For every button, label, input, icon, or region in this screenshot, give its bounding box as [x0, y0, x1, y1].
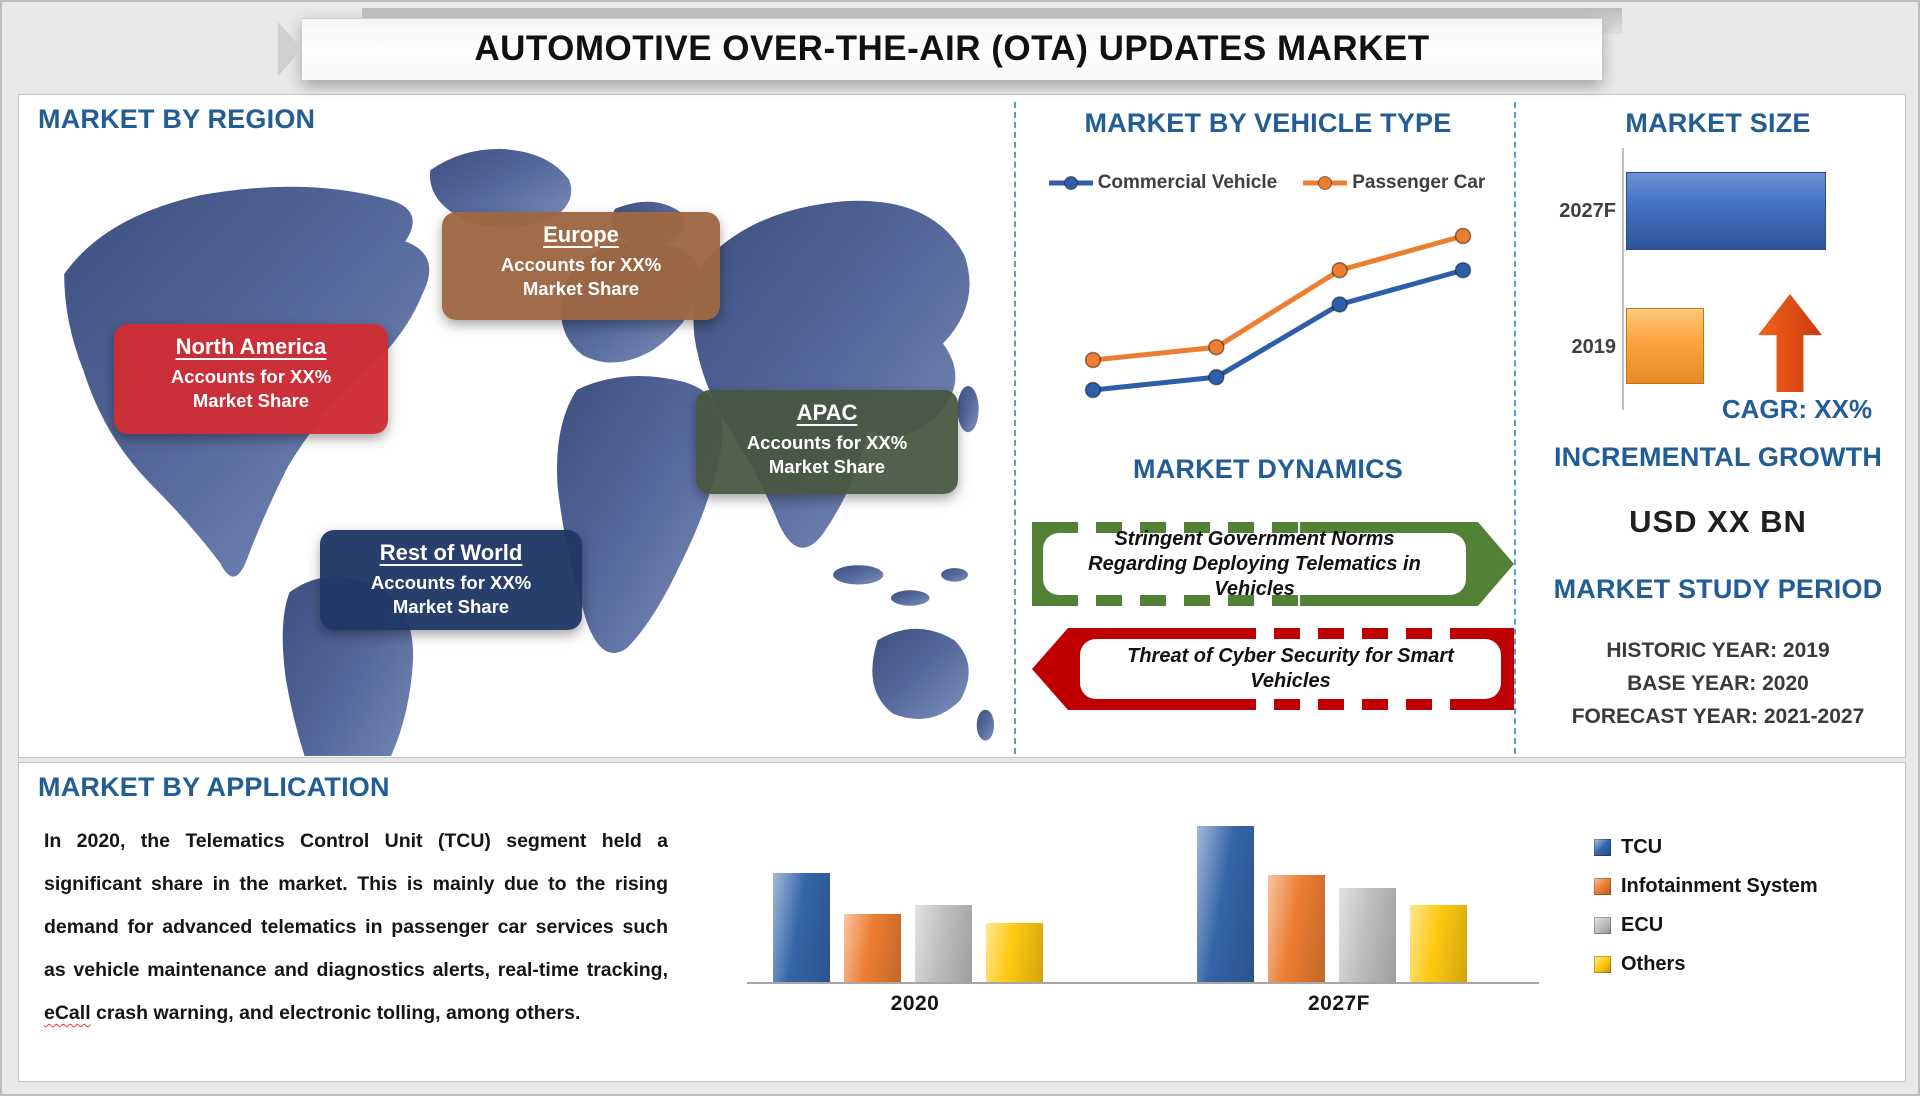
legend-item-ecu: ECU	[1594, 914, 1818, 937]
market-size-category-2027f: 2027F	[1559, 200, 1616, 222]
legend-label: ECU	[1621, 914, 1664, 936]
region-share-line2: Market Share	[392, 596, 510, 618]
region-callout-apac: APAC Accounts for XX% Market Share	[696, 390, 958, 494]
category-label: 2020	[890, 992, 940, 1015]
page-title: AUTOMOTIVE OVER-THE-AIR (OTA) UPDATES MA…	[474, 29, 1430, 68]
market-size-heading: MARKET SIZE	[1625, 108, 1811, 138]
data-point-marker	[1454, 261, 1472, 279]
paragraph-text-before: In 2020, the Telematics Control Unit (TC…	[44, 830, 668, 981]
paragraph-text-after: crash warning, and electronic tolling, a…	[90, 1002, 581, 1024]
data-point-marker	[1208, 368, 1225, 386]
ribbon-fold-icon	[278, 22, 302, 76]
market-size-bar-2019	[1626, 308, 1704, 384]
region-name: North America	[175, 334, 327, 359]
passenger-car-line	[1090, 233, 1466, 363]
region-share-line2: Market Share	[522, 278, 640, 300]
data-point-marker	[1208, 338, 1225, 356]
driver-text: Stringent Government Norms Regarding Dep…	[1088, 527, 1421, 600]
dynamics-section-heading: MARKET DYNAMICS	[1133, 454, 1403, 484]
data-point-marker	[1084, 351, 1102, 369]
vehicle-section-heading: MARKET BY VEHICLE TYPE	[1084, 108, 1452, 138]
legend-label: Passenger Car	[1352, 172, 1486, 193]
region-share-line1: Accounts for XX%	[170, 366, 332, 387]
data-point-marker	[1331, 296, 1348, 313]
commercial-vehicle-line	[1090, 267, 1466, 393]
bar-infotainment-system	[844, 914, 901, 982]
dash-decoration	[1255, 698, 1468, 710]
dash-decoration	[1078, 594, 1300, 606]
cagr-label: CAGR: XX%	[1721, 394, 1873, 424]
restraint-arrow-banner: Threat of Cyber Security for Smart Vehic…	[1032, 628, 1514, 710]
study-period-lines: HISTORIC YEAR: 2019 BASE YEAR: 2020 FORE…	[1526, 634, 1910, 733]
forecast-year-line: FORECAST YEAR: 2021-2027	[1571, 705, 1865, 728]
legend-swatch-icon	[1594, 839, 1611, 856]
application-grouped-bar-chart: 2020 2027F	[747, 812, 1539, 1026]
study-period-heading: MARKET STUDY PERIOD	[1553, 574, 1883, 604]
driver-arrow-banner: Stringent Government Norms Regarding Dep…	[1032, 522, 1514, 606]
legend-line-marker-icon	[1303, 176, 1348, 190]
bar-tcu	[1197, 826, 1254, 982]
bar-others	[986, 923, 1043, 982]
bar-group-2020: 2020	[773, 812, 1057, 1015]
legend-item-others: Others	[1594, 953, 1818, 976]
legend-item-commercial-vehicle: Commercial Vehicle	[1047, 172, 1278, 194]
data-point-marker	[1084, 381, 1102, 399]
title-ribbon: AUTOMOTIVE OVER-THE-AIR (OTA) UPDATES MA…	[278, 18, 1602, 80]
vehicle-type-line-chart	[1084, 227, 1472, 399]
bar-others	[1410, 905, 1467, 982]
market-size-category-2019: 2019	[1571, 336, 1617, 358]
spellcheck-word: eCall	[44, 1002, 91, 1024]
data-point-marker	[1331, 261, 1348, 279]
bar-ecu	[915, 905, 972, 982]
region-share-line2: Market Share	[192, 390, 310, 412]
legend-swatch-icon	[1594, 878, 1611, 895]
region-callout-north-america: North America Accounts for XX% Market Sh…	[114, 324, 388, 434]
region-section-heading: MARKET BY REGION	[38, 104, 316, 134]
market-size-axis	[1622, 148, 1624, 410]
legend-item-tcu: TCU	[1594, 836, 1818, 859]
legend-label: Infotainment System	[1621, 875, 1818, 897]
vehicle-chart-legend: Commercial Vehicle Passenger Car	[1016, 172, 1516, 194]
legend-line-marker-icon	[1048, 176, 1093, 190]
region-share-line1: Accounts for XX%	[370, 572, 532, 593]
region-name: Europe	[543, 222, 619, 247]
incremental-growth-heading: INCREMENTAL GROWTH	[1553, 442, 1883, 472]
region-share-line1: Accounts for XX%	[500, 254, 662, 275]
region-callout-europe: Europe Accounts for XX% Market Share	[442, 212, 720, 320]
historic-year-line: HISTORIC YEAR: 2019	[1606, 639, 1830, 662]
application-chart-plot: 2020 2027F	[747, 812, 1539, 1015]
bar-infotainment-system	[1268, 875, 1325, 982]
category-label: 2027F	[1307, 992, 1371, 1015]
region-share-line1: Accounts for XX%	[746, 432, 908, 453]
bar-group-2027f: 2027F	[1197, 812, 1481, 1015]
bar-ecu	[1339, 888, 1396, 982]
legend-swatch-icon	[1594, 917, 1611, 934]
dash-decoration	[1078, 522, 1300, 534]
legend-label: Others	[1621, 953, 1686, 975]
region-share-line2: Market Share	[768, 456, 886, 478]
incremental-growth-value: USD XX BN	[1629, 504, 1807, 539]
bar-tcu	[773, 873, 830, 982]
data-point-marker	[1454, 227, 1472, 245]
application-chart-legend: TCU Infotainment System ECU Others	[1594, 836, 1818, 992]
region-name: APAC	[796, 400, 858, 425]
vertical-dashed-separator	[1014, 102, 1016, 754]
legend-item-passenger-car: Passenger Car	[1301, 172, 1485, 194]
application-paragraph: In 2020, the Telematics Control Unit (TC…	[44, 820, 668, 1035]
legend-label: Commercial Vehicle	[1097, 172, 1278, 193]
base-year-line: BASE YEAR: 2020	[1627, 672, 1809, 695]
legend-label: TCU	[1621, 836, 1663, 858]
region-name: Rest of World	[379, 540, 523, 565]
vertical-dashed-separator	[1514, 102, 1516, 754]
dash-decoration	[1255, 628, 1468, 640]
legend-item-infotainment-system: Infotainment System	[1594, 875, 1818, 898]
application-section-heading: MARKET BY APPLICATION	[38, 772, 390, 802]
legend-swatch-icon	[1594, 956, 1611, 973]
region-callout-rest-of-world: Rest of World Accounts for XX% Market Sh…	[320, 530, 582, 630]
market-size-bar-2027f	[1626, 172, 1826, 250]
restraint-text: Threat of Cyber Security for Smart Vehic…	[1127, 645, 1454, 692]
